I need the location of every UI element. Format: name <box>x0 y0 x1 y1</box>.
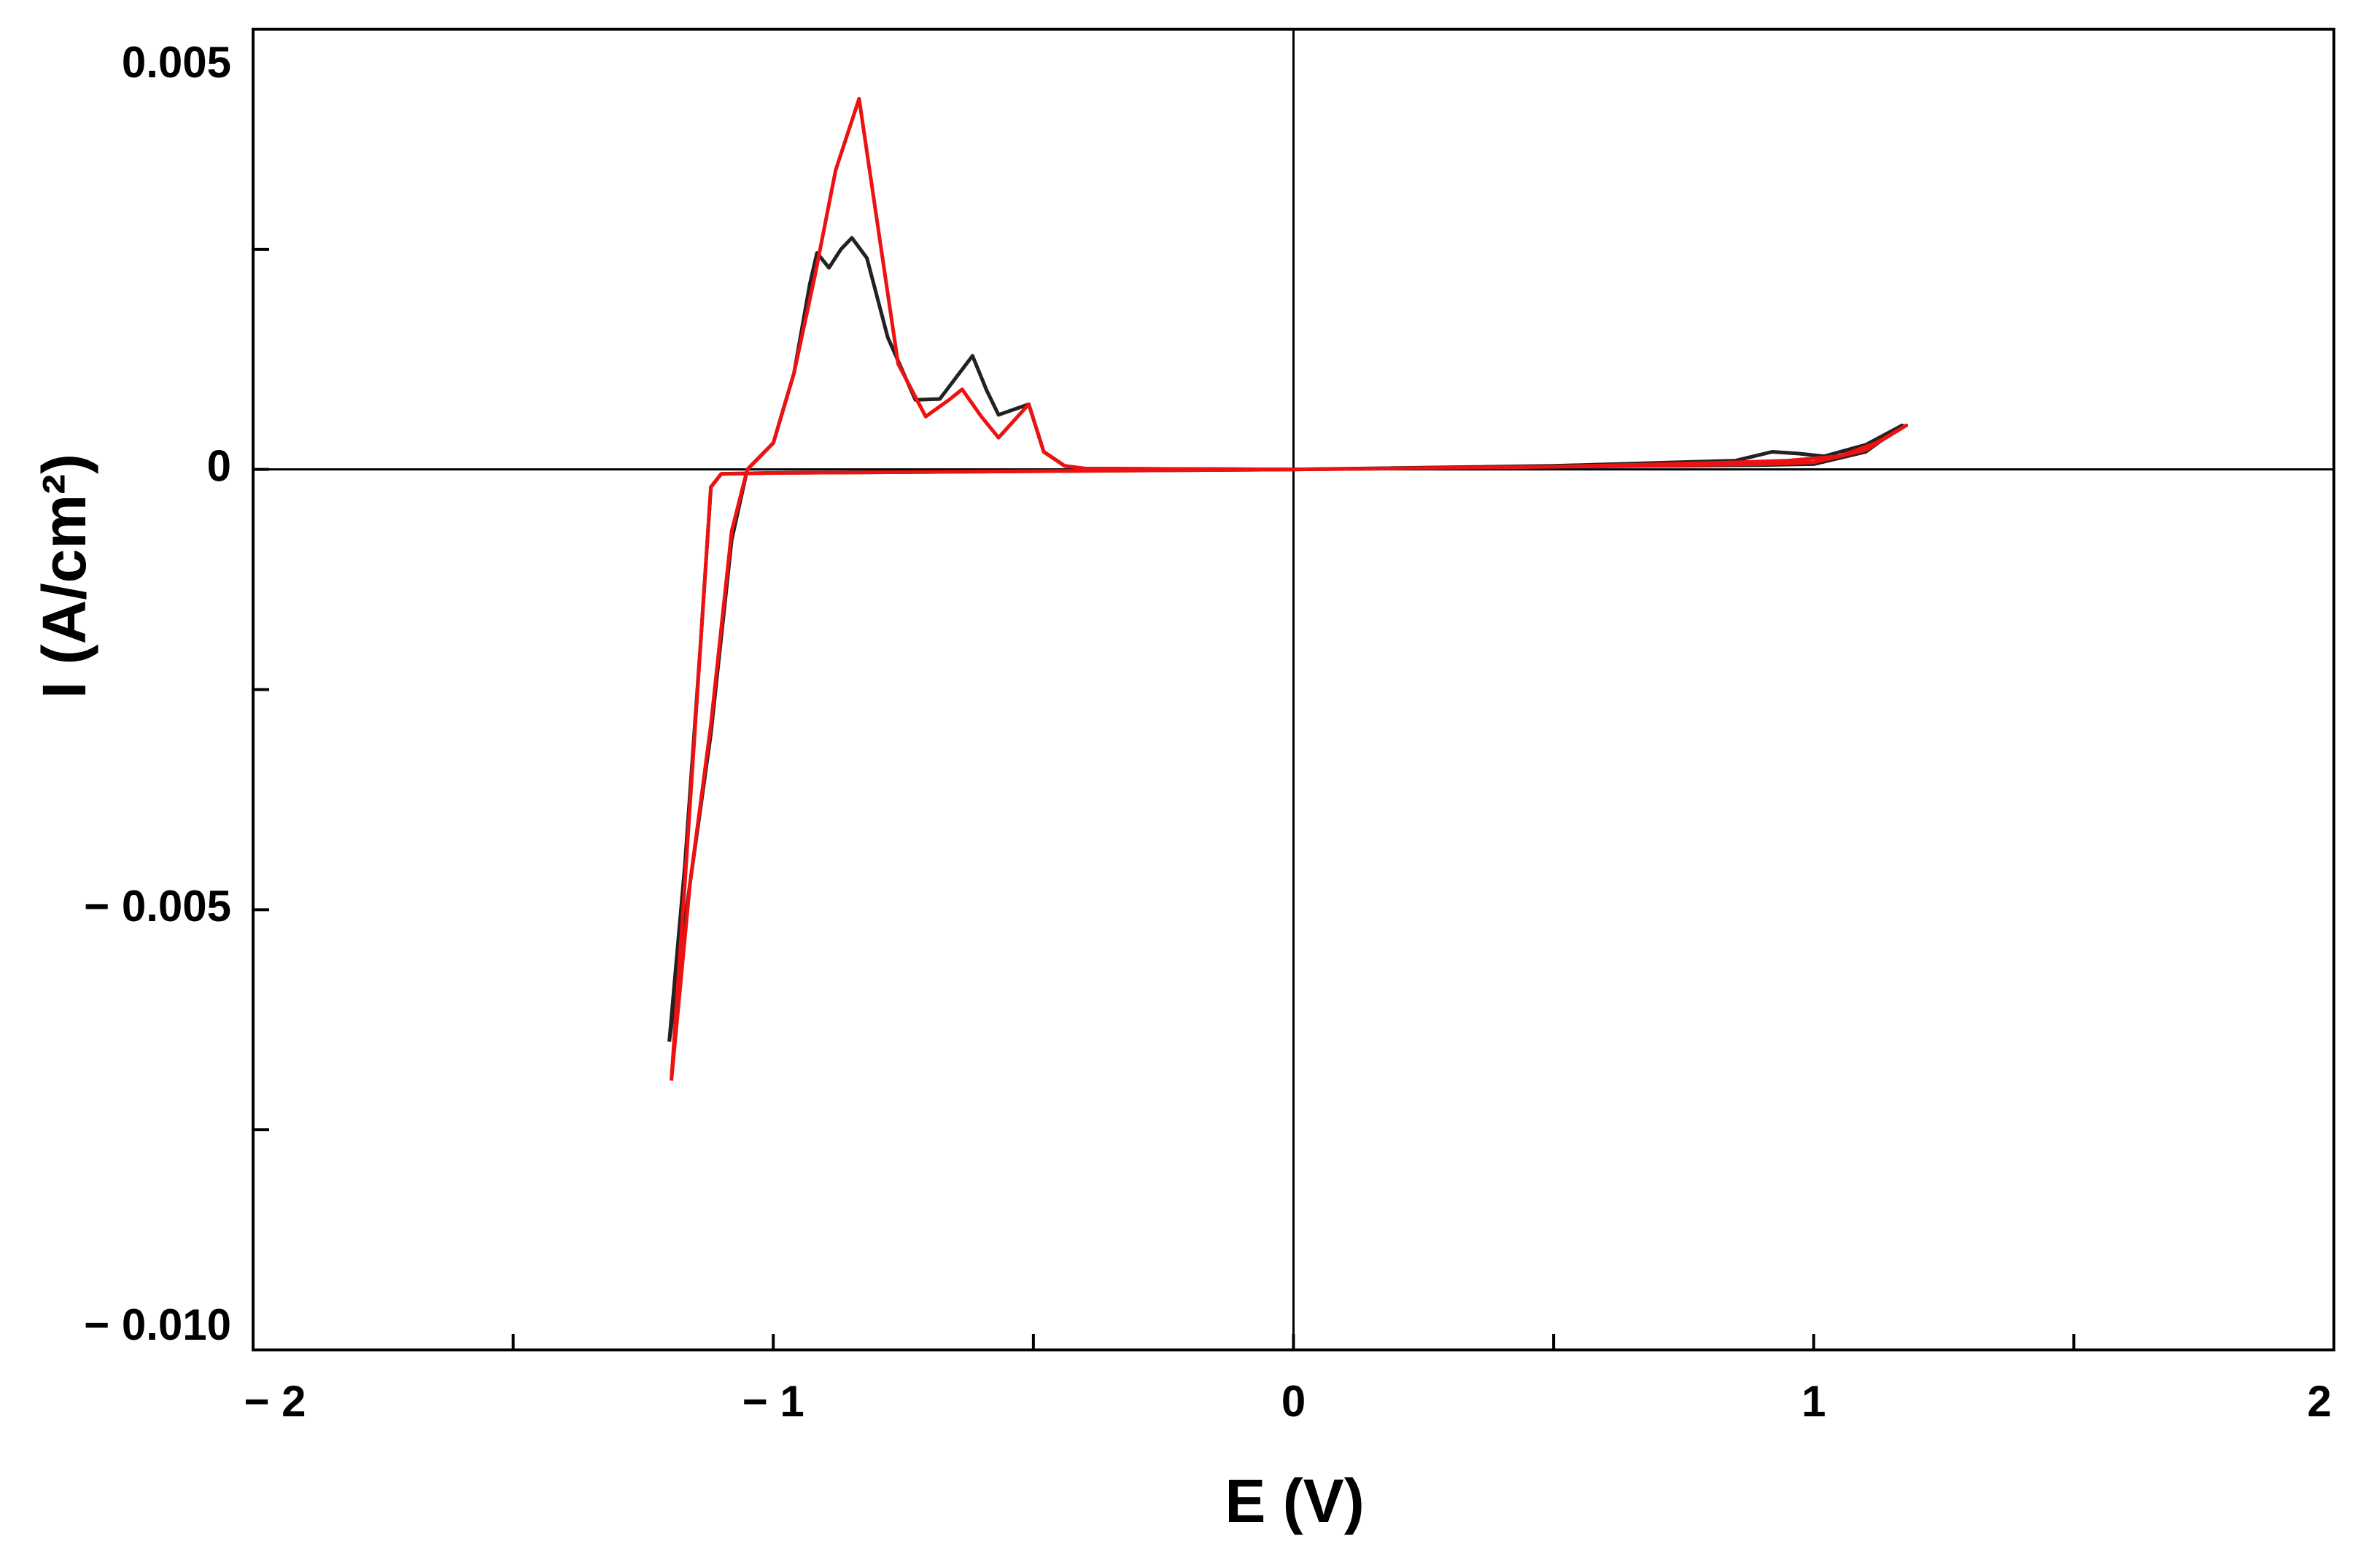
x-tick-label: 1 <box>1801 1377 1826 1426</box>
series-line <box>670 96 1909 1081</box>
x-tick-label: 2 <box>2307 1377 2331 1426</box>
x-tick-label: − 2 <box>244 1377 306 1426</box>
y-tick-label: 0.005 <box>122 38 231 87</box>
x-tick-label: − 1 <box>742 1377 804 1426</box>
x-tick-label: 0 <box>1281 1377 1306 1426</box>
y-tick-label: − 0.005 <box>84 882 231 931</box>
y-tick-label: − 0.010 <box>84 1300 231 1349</box>
x-axis-title: E (V) <box>1225 1467 1364 1535</box>
series-line <box>667 236 1904 1042</box>
y-axis-title: I (A/cm²) <box>30 454 98 699</box>
y-tick-label: 0 <box>207 442 231 491</box>
